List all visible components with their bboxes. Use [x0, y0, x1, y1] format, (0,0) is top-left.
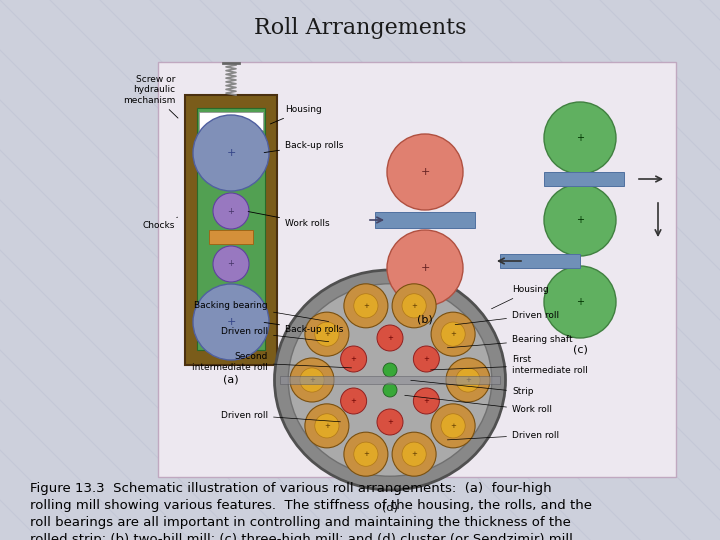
Text: Second
intermediate roll: Second intermediate roll — [192, 352, 351, 372]
Circle shape — [402, 294, 426, 318]
Text: +: + — [363, 451, 369, 457]
Circle shape — [344, 432, 388, 476]
Text: +: + — [420, 167, 430, 177]
Circle shape — [377, 325, 403, 351]
Circle shape — [387, 134, 463, 210]
Text: +: + — [226, 148, 235, 158]
Text: Driven roll: Driven roll — [455, 310, 559, 325]
Text: Screw or
hydraulic
mechanism: Screw or hydraulic mechanism — [122, 75, 178, 118]
Circle shape — [315, 322, 339, 346]
Circle shape — [341, 346, 366, 372]
Text: Roll Arrangements: Roll Arrangements — [253, 17, 467, 39]
Text: +: + — [387, 419, 393, 425]
Text: Work roll: Work roll — [405, 395, 552, 415]
Circle shape — [213, 246, 249, 282]
Circle shape — [305, 312, 349, 356]
Text: Work rolls: Work rolls — [248, 212, 330, 227]
Circle shape — [354, 442, 378, 466]
Text: +: + — [411, 303, 417, 309]
Ellipse shape — [288, 284, 492, 476]
Text: Housing: Housing — [270, 105, 322, 124]
Circle shape — [431, 312, 475, 356]
Text: +: + — [228, 206, 235, 215]
Text: +: + — [228, 260, 235, 268]
Text: +: + — [450, 423, 456, 429]
FancyBboxPatch shape — [158, 62, 676, 477]
Text: rolled strip; (b) two-hill mill; (c) three-high mill; and (d) cluster (or Sendzi: rolled strip; (b) two-hill mill; (c) thr… — [30, 533, 577, 540]
Text: +: + — [411, 451, 417, 457]
Text: +: + — [324, 423, 330, 429]
Text: Bearing shaft: Bearing shaft — [447, 335, 572, 348]
FancyBboxPatch shape — [280, 376, 500, 384]
Text: First
intermediate roll: First intermediate roll — [431, 355, 588, 375]
Text: Back-up rolls: Back-up rolls — [264, 322, 343, 334]
Text: Housing: Housing — [492, 286, 549, 309]
Ellipse shape — [274, 270, 505, 490]
Text: +: + — [226, 317, 235, 327]
Circle shape — [456, 368, 480, 392]
Circle shape — [193, 115, 269, 191]
Circle shape — [383, 363, 397, 377]
Text: +: + — [423, 398, 429, 404]
Text: Driven roll: Driven roll — [447, 430, 559, 440]
Text: +: + — [423, 356, 429, 362]
Text: Backing bearing: Backing bearing — [194, 300, 329, 321]
Text: +: + — [309, 377, 315, 383]
Text: +: + — [351, 398, 356, 404]
Circle shape — [300, 368, 324, 392]
Text: (d): (d) — [382, 503, 398, 513]
FancyBboxPatch shape — [375, 212, 475, 228]
Circle shape — [305, 404, 349, 448]
Circle shape — [441, 414, 465, 438]
Circle shape — [377, 409, 403, 435]
FancyBboxPatch shape — [500, 254, 580, 268]
Circle shape — [446, 358, 490, 402]
Circle shape — [315, 414, 339, 438]
Text: Driven roll: Driven roll — [221, 410, 341, 422]
Text: (a): (a) — [223, 374, 239, 384]
Circle shape — [341, 388, 366, 414]
Text: Chocks: Chocks — [143, 217, 178, 231]
Text: rolling mill showing various features.  The stiffness of the housing, the rolls,: rolling mill showing various features. T… — [30, 499, 592, 512]
Text: +: + — [387, 335, 393, 341]
Text: roll bearings are all important in controlling and maintaining the thickness of : roll bearings are all important in contr… — [30, 516, 571, 529]
Circle shape — [193, 284, 269, 360]
Circle shape — [354, 294, 378, 318]
Text: +: + — [576, 133, 584, 143]
Text: Strip: Strip — [411, 380, 534, 396]
Text: +: + — [363, 303, 369, 309]
Text: +: + — [351, 356, 356, 362]
Circle shape — [402, 442, 426, 466]
Circle shape — [413, 388, 439, 414]
Text: (b): (b) — [417, 315, 433, 325]
Text: +: + — [420, 263, 430, 273]
Circle shape — [344, 284, 388, 328]
Text: Back-up rolls: Back-up rolls — [264, 140, 343, 153]
FancyBboxPatch shape — [544, 172, 624, 186]
FancyBboxPatch shape — [209, 230, 253, 244]
Circle shape — [383, 383, 397, 397]
Text: +: + — [465, 377, 471, 383]
Circle shape — [387, 230, 463, 306]
Text: +: + — [324, 331, 330, 337]
Circle shape — [413, 346, 439, 372]
Circle shape — [544, 266, 616, 338]
Text: Figure 13.3  Schematic illustration of various roll arrangements:  (a)  four-hig: Figure 13.3 Schematic illustration of va… — [30, 482, 552, 495]
Text: +: + — [450, 331, 456, 337]
FancyBboxPatch shape — [185, 95, 277, 365]
Text: (c): (c) — [572, 345, 588, 355]
Text: +: + — [576, 297, 584, 307]
Circle shape — [392, 432, 436, 476]
Circle shape — [431, 404, 475, 448]
Circle shape — [441, 322, 465, 346]
Circle shape — [392, 284, 436, 328]
FancyBboxPatch shape — [197, 108, 265, 350]
Text: Driven roll: Driven roll — [221, 327, 329, 342]
FancyBboxPatch shape — [199, 112, 263, 130]
Circle shape — [544, 102, 616, 174]
Circle shape — [290, 358, 334, 402]
Text: +: + — [576, 215, 584, 225]
Circle shape — [213, 193, 249, 229]
Circle shape — [544, 184, 616, 256]
